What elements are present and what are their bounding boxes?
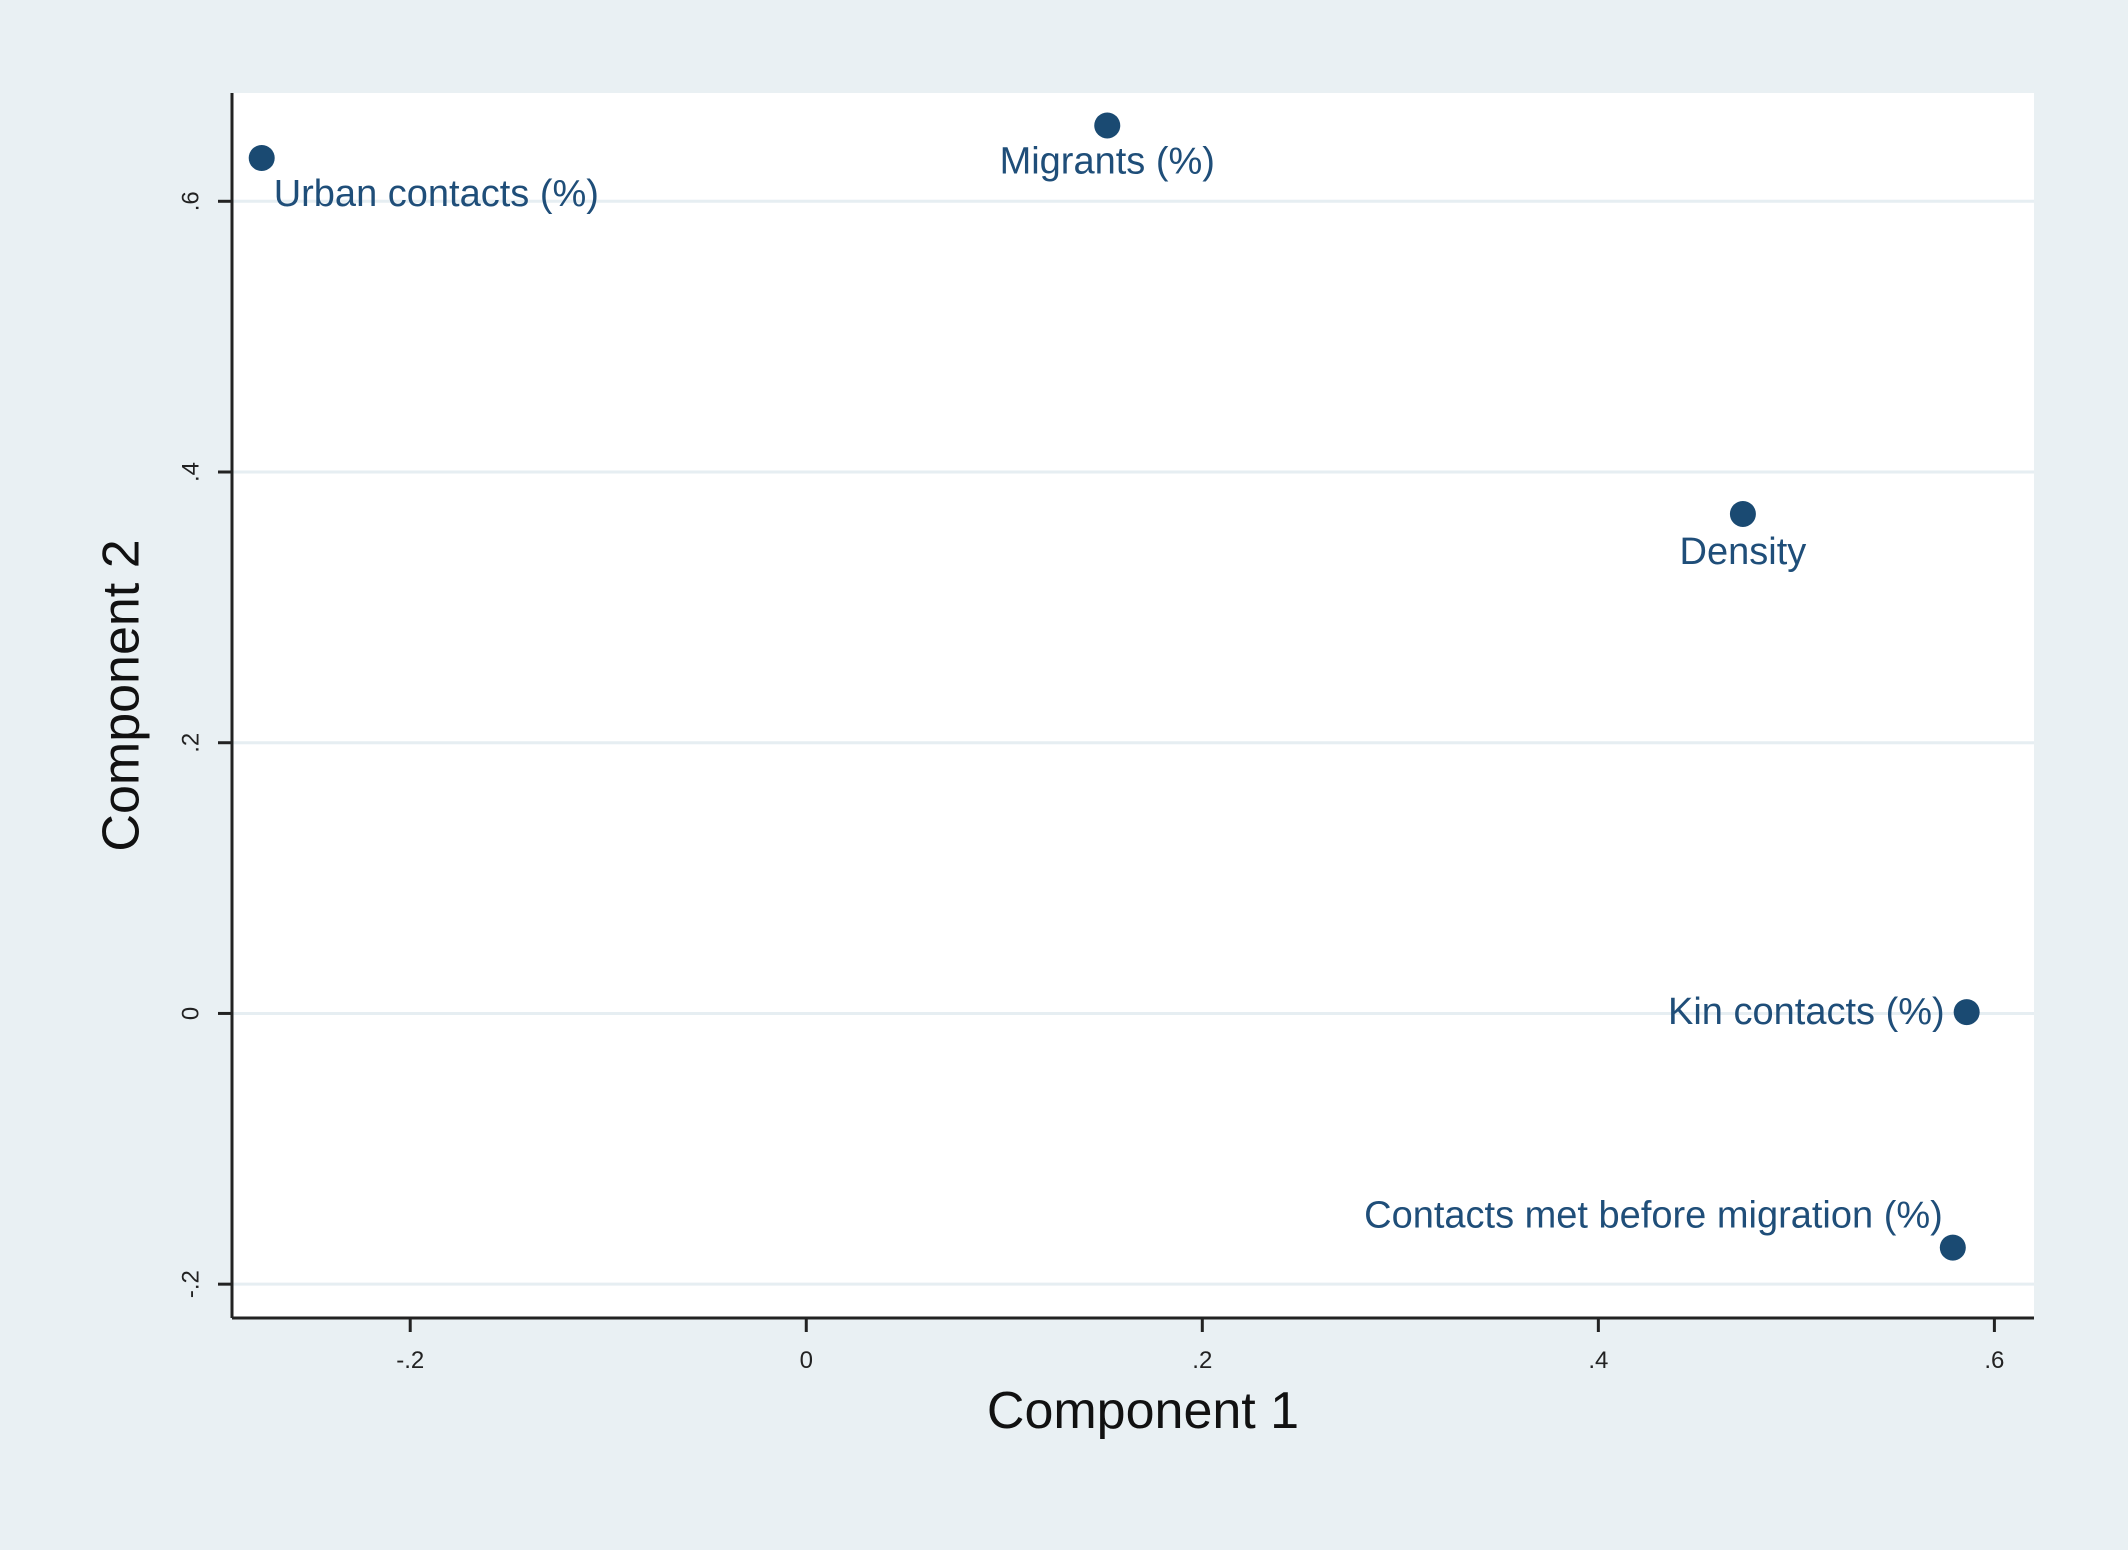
- data-point: [1729, 500, 1756, 527]
- tick-labels: -.2 0 .2 .4 .6 -.2 0 .2 .4 .6: [177, 191, 2004, 1374]
- x-tick-label: .6: [1984, 1347, 2004, 1374]
- x-tick-label: .2: [1192, 1347, 1212, 1374]
- y-axis-title: Component 2: [93, 539, 151, 851]
- axes: [218, 93, 2034, 1332]
- gridlines: [232, 199, 2034, 1286]
- y-tick-label: .2: [177, 733, 204, 753]
- data-point: [1094, 112, 1121, 139]
- y-tick-label: -.2: [177, 1270, 204, 1298]
- point-label: Migrants (%): [1000, 140, 1215, 182]
- point-labels: Urban contacts (%) Migrants (%) Density Kin…: [274, 140, 1945, 1236]
- y-tick-label: .4: [177, 462, 204, 482]
- point-label: Density: [1680, 531, 1807, 573]
- data-point: [248, 144, 275, 171]
- x-tick-label: 0: [800, 1347, 813, 1374]
- x-axis-title: Component 1: [987, 1382, 1299, 1440]
- plot-background: [232, 93, 2034, 1318]
- x-tick-label: -.2: [396, 1347, 424, 1374]
- y-tick-label: 0: [177, 1007, 204, 1020]
- point-label: Contacts met before migration (%): [1364, 1195, 1943, 1237]
- data-points: [248, 112, 1980, 1261]
- data-point: [1953, 999, 1980, 1026]
- point-label: Urban contacts (%): [274, 173, 599, 215]
- point-label: Kin contacts (%): [1668, 991, 1945, 1033]
- y-tick-label: .6: [177, 191, 204, 211]
- x-tick-label: .4: [1588, 1347, 1608, 1374]
- data-point: [1939, 1234, 1966, 1261]
